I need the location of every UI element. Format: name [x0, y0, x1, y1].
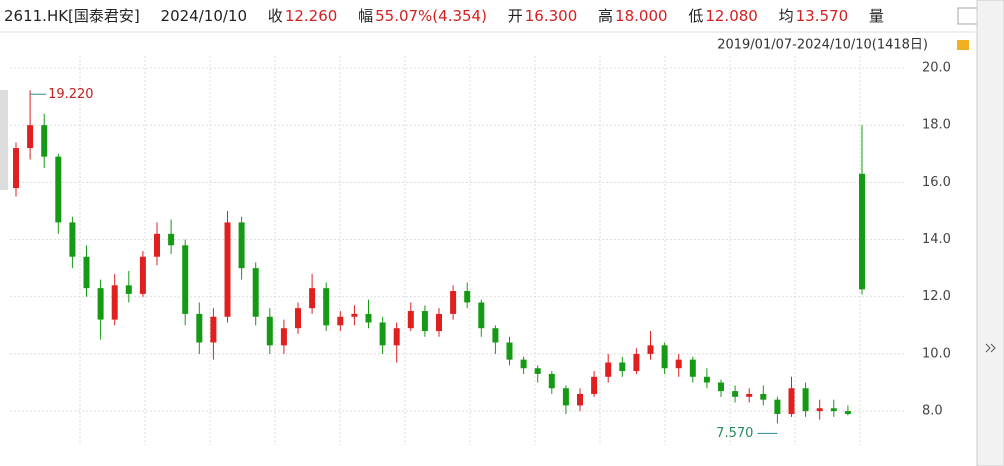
candle-body — [802, 388, 809, 412]
candle-body — [83, 256, 90, 289]
date: 2024/10/10 — [160, 7, 248, 25]
label: 幅 — [358, 7, 374, 25]
y-tick-label: 10.0 — [922, 346, 951, 361]
candle-body — [210, 316, 217, 343]
expand-arrow[interactable] — [985, 343, 996, 353]
candle-body — [450, 291, 457, 314]
candle-body — [309, 288, 316, 309]
candle-body — [548, 373, 555, 389]
candle-body — [280, 328, 287, 346]
candle-body — [238, 222, 245, 269]
candle-body — [562, 388, 569, 406]
candle-body — [41, 125, 48, 157]
candle-body — [647, 345, 654, 354]
value: 12.260 — [284, 7, 338, 25]
candle-body — [421, 311, 428, 332]
y-tick-label: 20.0 — [922, 61, 951, 76]
quote-header: 2611.HK[国泰君安] 2024/10/10 收 12.260 幅 55.07%… — [0, 0, 950, 32]
candle-body — [407, 311, 414, 329]
candle-body — [577, 393, 583, 406]
candle-body — [774, 399, 781, 414]
candle-body — [168, 233, 175, 246]
candle-body — [252, 268, 259, 317]
candle-body — [393, 328, 400, 346]
candle-body — [266, 316, 273, 346]
candle-body — [732, 391, 739, 397]
y-tick-label: 8.0 — [922, 404, 943, 419]
value: 55.07%(4.354) — [375, 7, 487, 25]
y-tick-label: 12.0 — [922, 289, 951, 304]
label: 高 — [598, 7, 614, 25]
candle-body — [464, 291, 471, 303]
candle-body — [196, 313, 203, 343]
candle-body — [55, 156, 62, 223]
candle-body — [182, 245, 189, 314]
min-label: 7.570 — [716, 426, 753, 441]
y-tick-label: 14.0 — [922, 232, 951, 247]
candle-body — [295, 308, 301, 329]
candle-body — [520, 359, 527, 369]
candle-body — [703, 376, 710, 383]
label: 量 — [868, 7, 884, 25]
label: 均 — [778, 7, 794, 25]
candle-body — [633, 353, 640, 372]
candle-body — [605, 362, 612, 377]
candle-body — [844, 411, 851, 414]
date-range[interactable]: 2019/01/07-2024/10/10(1418日) — [717, 38, 928, 53]
candle-body — [224, 222, 231, 317]
candle-body — [436, 313, 442, 332]
candle-body — [323, 288, 330, 326]
candle-body — [718, 382, 724, 392]
candle-body — [859, 173, 865, 290]
candle-body — [139, 256, 146, 294]
candle-body — [661, 345, 668, 369]
candle-body — [97, 288, 104, 320]
label: 开 — [507, 7, 523, 25]
candle-body — [788, 388, 795, 414]
candle-body — [379, 322, 386, 346]
candle-body — [111, 285, 118, 320]
candle-body — [506, 342, 513, 360]
value: 16.300 — [524, 7, 578, 25]
candle-body — [591, 376, 598, 394]
value: 13.570 — [795, 7, 849, 25]
candle-body — [478, 302, 485, 329]
candle-body — [816, 408, 823, 412]
value: 12.080 — [705, 7, 758, 25]
candle-body — [365, 313, 372, 323]
candle-body — [69, 222, 76, 257]
candle-body — [534, 368, 541, 374]
y-tick-label: 18.0 — [922, 118, 951, 133]
side-panel[interactable] — [976, 0, 1004, 466]
wp-icon[interactable] — [957, 7, 979, 25]
candle-body — [154, 233, 160, 257]
candle-body — [746, 393, 753, 397]
left-tab[interactable] — [0, 90, 8, 190]
candle-body — [619, 362, 626, 372]
candle-body — [125, 285, 132, 294]
value: 18.000 — [615, 7, 668, 25]
max-label: 19.220 — [48, 87, 94, 102]
candle-body — [830, 408, 837, 412]
label: 收 — [267, 7, 283, 25]
candle-body — [351, 313, 358, 317]
candle-body — [760, 393, 767, 400]
candle-body — [13, 148, 19, 189]
lock-icon[interactable] — [957, 40, 969, 50]
symbol: 2611.HK[国泰君安] — [4, 7, 140, 25]
candle-body — [675, 359, 682, 369]
candle-body — [337, 316, 344, 326]
candle-body — [689, 359, 696, 377]
label: 低 — [688, 7, 704, 25]
candle-body — [492, 328, 499, 343]
candle-body — [27, 125, 34, 149]
y-tick-label: 16.0 — [922, 175, 951, 190]
